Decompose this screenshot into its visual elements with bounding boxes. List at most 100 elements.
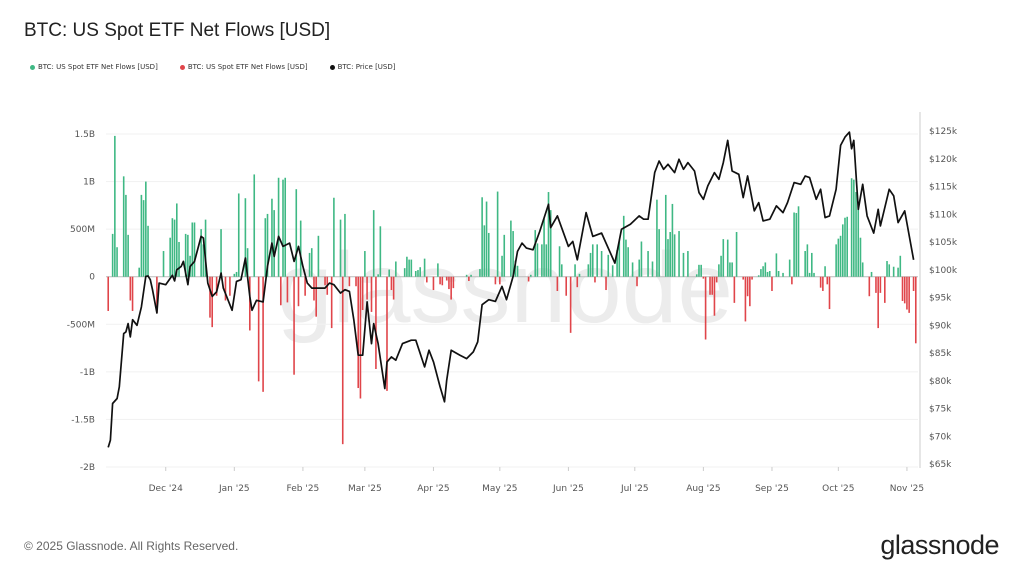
inflow-bar [516,265,519,277]
outflow-bar [884,276,886,303]
outflow-bar [914,276,917,344]
inflow-bar [140,194,143,277]
inflow-bar [125,194,127,277]
outflow-bar [875,276,877,293]
inflow-bar [530,274,532,277]
inflow-bar [700,264,702,277]
inflow-bar [147,225,149,277]
right-axis-tick-label: $90k [929,321,952,331]
left-axis-tick-label: -1.5B [71,415,95,425]
right-axis: $125k $120k $115k $110k $105k $100k $95k $90k $8… [919,112,958,470]
inflow-bar [171,218,174,277]
x-axis-tick-label: Dec '24 [149,484,183,494]
inflow-bar [726,239,729,277]
inflow-bar [483,225,486,277]
inflow-bar [235,271,238,277]
inflow-bar [465,274,468,277]
inflow-bar [669,231,671,277]
inflow-bar [414,271,417,277]
inflow-bar [844,217,846,277]
outflow-bar [279,276,282,306]
legend-label: BTC: Price [USD] [337,63,396,71]
inflow-bar [671,203,674,277]
outflow-bar [131,276,134,311]
inflow-bar [122,176,125,277]
inflow-bar [503,234,506,277]
outflow-bar [565,276,568,296]
red-dot-icon [179,64,185,70]
inflow-bar [379,226,382,277]
outflow-bar [828,276,831,310]
outflow-bar [556,276,559,291]
inflow-bar [695,274,698,277]
inflow-bar [638,259,641,277]
outflow-bar [771,276,773,291]
inflow-bar [244,198,247,277]
inflow-bar [861,262,864,277]
x-axis-tick-label: Sep '25 [755,484,789,494]
inflow-bar [541,244,543,277]
price-line-group [107,131,915,448]
inflow-bar [757,275,760,277]
outflow-bar [826,276,829,285]
outflow-bar [297,276,300,307]
inflow-bar [850,178,853,277]
outflow-bar [742,276,745,280]
outflow-bar [751,276,753,280]
inflow-bar [673,234,676,277]
outflow-bar [527,276,530,282]
inflow-bar [764,262,767,277]
inflow-bar [841,224,844,277]
legend-item-outflows[interactable]: BTC: US Spot ETF Net Flows [USD] [179,63,308,71]
right-axis-tick-label: $95k [929,294,952,304]
outflow-bar [209,276,211,318]
outflow-bar [576,276,579,288]
black-dot-icon [329,64,335,70]
inflow-bar [846,216,848,277]
outflow-bar [107,276,110,311]
outflow-bar [605,276,607,291]
x-axis-tick-label: Apr '25 [417,484,449,494]
inflow-bar [253,174,256,277]
legend-item-inflows[interactable]: BTC: US Spot ETF Net Flows [USD] [30,63,158,71]
inflow-bar [824,266,826,277]
inflow-bar [233,273,236,277]
outflow-bar [392,276,395,300]
outflow-bar [450,276,452,300]
inflow-bar [886,261,888,277]
x-axis: Dec '24 Jan '25 Feb '25 Mar '25 Apr '25 May '… [149,467,924,494]
inflow-bar [808,272,811,277]
left-axis-tick-label: 1B [83,178,95,188]
legend-item-price[interactable]: BTC: Price [USD] [329,63,396,71]
inflow-bar [627,247,629,277]
outflow-bar [386,276,388,391]
inflow-bar [618,239,621,277]
right-axis-tick-label: $115k [929,183,958,193]
outflow-bar [822,276,824,291]
outflow-bar [257,276,260,382]
inflow-bar [547,192,550,277]
inflow-bar [664,194,667,277]
outflow-bar [129,276,132,301]
inflow-bar [766,271,769,277]
left-axis-tick-label: 0 [89,273,95,283]
inflow-bar [295,189,298,277]
inflow-bar [682,252,685,277]
inflow-bar [534,230,537,277]
x-axis-tick-label: Jul '25 [620,484,649,494]
inflow-bar [485,201,488,277]
outflow-bar [330,276,333,329]
inflow-bar [481,197,483,277]
outflow-bar [361,276,364,311]
inflow-bar [178,241,180,277]
inflow-bar [145,181,147,277]
outflow-bar [636,276,638,287]
outflow-bar [906,276,908,310]
outflow-bar [215,276,218,296]
inflow-bar [395,261,397,277]
inflow-bar [698,264,700,277]
inflow-bar [114,135,116,277]
inflow-bar [797,206,800,277]
outflow-bar [452,276,455,289]
